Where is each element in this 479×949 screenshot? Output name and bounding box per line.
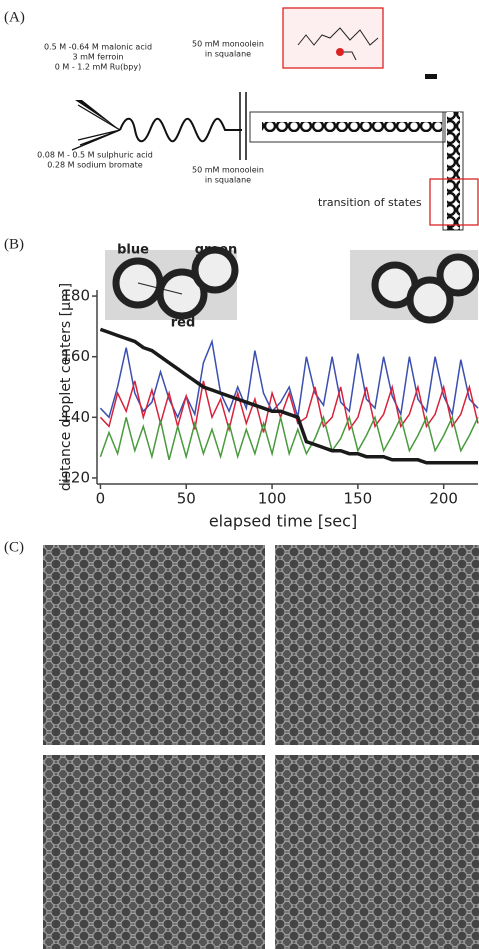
transition-text: transition of states bbox=[318, 196, 422, 209]
series-line bbox=[99, 414, 479, 460]
oil-text: 50 mM monoolein bbox=[192, 40, 264, 49]
inlet-text: 3 mM ferroin bbox=[72, 53, 123, 62]
x-tick-label: 150 bbox=[344, 490, 373, 508]
oil-text: in squalane bbox=[205, 176, 251, 185]
droplet-train bbox=[447, 112, 460, 230]
inlet-text: 0.5 M -0.64 M malonic acid bbox=[44, 43, 152, 52]
oil-text: 50 mM monoolein bbox=[192, 166, 264, 175]
series-line bbox=[99, 380, 479, 433]
series-line bbox=[99, 338, 479, 420]
y-tick-label: 180 bbox=[61, 287, 90, 305]
inlet-channel bbox=[75, 100, 120, 130]
panel-label: (A) bbox=[4, 9, 25, 25]
chart: 120 140 160 180 0 50 100 150 200 elapsed time [se… bbox=[58, 283, 479, 531]
panel-label: (B) bbox=[4, 236, 24, 252]
scale-bar bbox=[425, 74, 437, 79]
inlet-channel bbox=[71, 104, 121, 151]
micrograph bbox=[43, 755, 265, 949]
molecule-box bbox=[282, 7, 384, 69]
y-tick-label: 140 bbox=[61, 408, 90, 426]
inset-label: red bbox=[171, 316, 196, 331]
highlight-box bbox=[429, 178, 479, 226]
y-tick-label: 120 bbox=[61, 468, 90, 486]
y-tick-label: 160 bbox=[61, 347, 90, 365]
inset-label: blue bbox=[117, 243, 149, 258]
inlet-text: 0.28 M sodium bromate bbox=[47, 161, 142, 170]
outlet-channel bbox=[249, 111, 446, 143]
x-axis-label: elapsed time [sec] bbox=[209, 512, 357, 531]
molecule bbox=[297, 27, 379, 46]
x-tick-label: 0 bbox=[96, 490, 106, 508]
micrograph bbox=[43, 545, 265, 745]
x-tick-label: 50 bbox=[177, 490, 196, 508]
y-axis-label: distance droplet centers [μm] bbox=[58, 283, 74, 491]
micrograph bbox=[275, 545, 479, 745]
serpentine bbox=[119, 117, 242, 143]
molecule-head bbox=[336, 48, 344, 56]
inset-link bbox=[137, 282, 183, 295]
x-tick-label: 200 bbox=[429, 490, 458, 508]
molecule-tail bbox=[344, 51, 357, 61]
droplet-train bbox=[262, 122, 442, 132]
panel-label: (C) bbox=[4, 539, 24, 555]
series-line bbox=[99, 327, 478, 465]
inset-droplet bbox=[191, 246, 239, 294]
oil-text: in squalane bbox=[205, 50, 251, 59]
inset-label: green bbox=[195, 243, 238, 258]
inlet-text: 0.08 M - 0.5 M sulphuric acid bbox=[37, 151, 153, 160]
micrograph bbox=[275, 755, 479, 949]
inlet-text: 0 M - 1.2 mM Ru(bpy) bbox=[55, 63, 141, 72]
inset-droplet bbox=[436, 253, 479, 297]
inset-droplet bbox=[406, 276, 454, 324]
x-tick-label: 100 bbox=[258, 490, 287, 508]
